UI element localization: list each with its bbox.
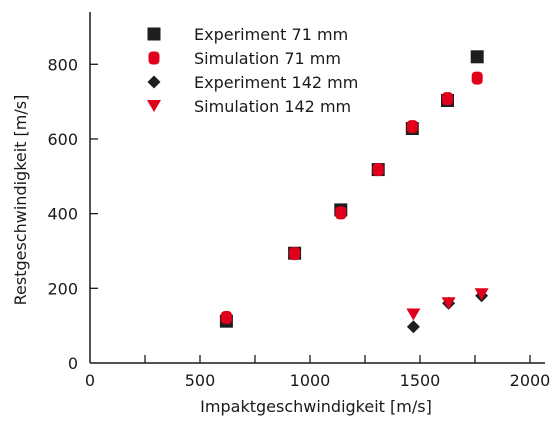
data-point-series-1 <box>335 206 347 220</box>
y-tick-label: 800 <box>47 55 78 74</box>
legend-marker-0 <box>147 27 161 41</box>
x-tick-label: 1500 <box>400 371 441 390</box>
data-point-series-1 <box>471 71 483 85</box>
data-point-series-1 <box>406 120 418 134</box>
x-tick-label: 2000 <box>510 371 551 390</box>
data-point-series-1 <box>372 163 384 177</box>
x-tick-label: 1000 <box>290 371 331 390</box>
y-tick-label: 200 <box>47 279 78 298</box>
data-point-series-1 <box>220 310 232 324</box>
data-point-series-0 <box>470 50 484 64</box>
axes: 0 500 1000 1500 2000 0 200 400 600 800 <box>47 12 550 390</box>
data-point-series-3 <box>406 308 421 321</box>
legend-label: Experiment 71 mm <box>194 25 348 44</box>
legend-marker-2 <box>147 75 161 89</box>
legend: Experiment 71 mm Simulation 71 mm Experime… <box>147 25 358 116</box>
data-point-series-3 <box>474 288 489 301</box>
legend-marker-1 <box>148 51 160 65</box>
legend-marker-3 <box>147 100 161 112</box>
x-axis-title: Impaktgeschwindigkeit [m/s] <box>200 397 432 416</box>
data-point-series-3 <box>441 297 456 310</box>
legend-label: Simulation 142 mm <box>194 97 351 116</box>
x-tick-label: 500 <box>185 371 216 390</box>
data-marks <box>219 50 489 334</box>
y-tick-label: 0 <box>68 354 78 373</box>
y-tick-label: 600 <box>47 130 78 149</box>
data-point-series-1 <box>289 247 301 261</box>
legend-label: Experiment 142 mm <box>194 73 358 92</box>
legend-label: Simulation 71 mm <box>194 49 341 68</box>
y-tick-label: 400 <box>47 205 78 224</box>
x-tick-label: 0 <box>85 371 95 390</box>
data-point-series-1 <box>442 92 453 106</box>
y-axis-title: Restgeschwindigkeit [m/s] <box>11 95 30 306</box>
data-point-series-2 <box>406 320 420 334</box>
